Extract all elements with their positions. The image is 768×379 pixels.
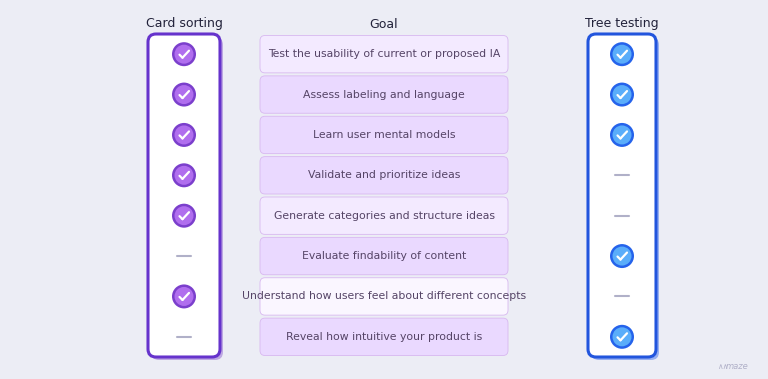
- Text: Generate categories and structure ideas: Generate categories and structure ideas: [273, 211, 495, 221]
- Circle shape: [610, 42, 634, 66]
- FancyBboxPatch shape: [260, 237, 508, 275]
- FancyBboxPatch shape: [151, 37, 223, 360]
- Text: Card sorting: Card sorting: [146, 17, 223, 30]
- Circle shape: [172, 83, 196, 106]
- Circle shape: [613, 327, 631, 346]
- Circle shape: [610, 325, 634, 349]
- Circle shape: [610, 123, 634, 147]
- Text: Goal: Goal: [369, 17, 399, 30]
- Circle shape: [172, 163, 196, 187]
- FancyBboxPatch shape: [588, 34, 656, 357]
- Circle shape: [613, 85, 631, 104]
- FancyBboxPatch shape: [148, 34, 220, 357]
- Text: Reveal how intuitive your product is: Reveal how intuitive your product is: [286, 332, 482, 342]
- FancyBboxPatch shape: [260, 278, 508, 315]
- Text: ∧∧: ∧∧: [717, 362, 728, 371]
- Circle shape: [610, 83, 634, 106]
- FancyBboxPatch shape: [260, 197, 508, 234]
- Text: Validate and prioritize ideas: Validate and prioritize ideas: [308, 170, 460, 180]
- Circle shape: [172, 42, 196, 66]
- Text: Test the usability of current or proposed IA: Test the usability of current or propose…: [268, 49, 500, 59]
- Circle shape: [174, 166, 194, 185]
- Circle shape: [174, 206, 194, 225]
- Text: Understand how users feel about different concepts: Understand how users feel about differen…: [242, 291, 526, 301]
- Circle shape: [172, 123, 196, 147]
- Text: Assess labeling and language: Assess labeling and language: [303, 89, 465, 100]
- Circle shape: [174, 287, 194, 306]
- Text: maze: maze: [725, 362, 748, 371]
- FancyBboxPatch shape: [260, 318, 508, 356]
- FancyBboxPatch shape: [260, 36, 508, 73]
- Circle shape: [613, 125, 631, 144]
- FancyBboxPatch shape: [260, 116, 508, 153]
- Circle shape: [613, 45, 631, 64]
- FancyBboxPatch shape: [591, 37, 659, 360]
- FancyBboxPatch shape: [260, 76, 508, 113]
- Text: Learn user mental models: Learn user mental models: [313, 130, 455, 140]
- Circle shape: [174, 85, 194, 104]
- FancyBboxPatch shape: [260, 157, 508, 194]
- Circle shape: [174, 45, 194, 64]
- Circle shape: [174, 125, 194, 144]
- Text: Tree testing: Tree testing: [585, 17, 659, 30]
- Text: Evaluate findability of content: Evaluate findability of content: [302, 251, 466, 261]
- Circle shape: [610, 244, 634, 268]
- Circle shape: [613, 247, 631, 266]
- Circle shape: [172, 284, 196, 309]
- Circle shape: [172, 204, 196, 228]
